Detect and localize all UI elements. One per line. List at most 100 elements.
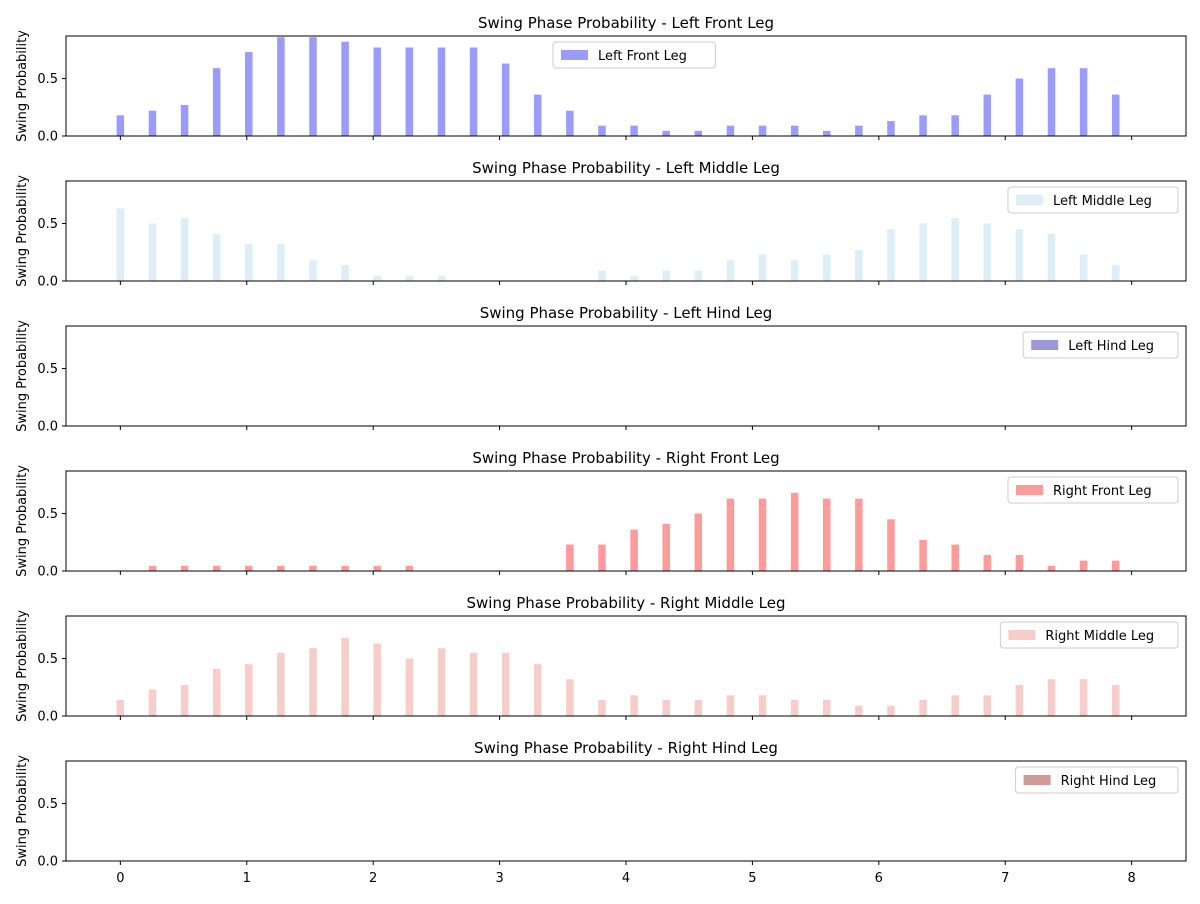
bar <box>373 275 381 281</box>
bar <box>309 37 317 136</box>
y-tick-label: 0.0 <box>37 130 58 145</box>
y-tick-label: 0.0 <box>37 710 58 725</box>
x-tick-label: 1 <box>243 871 251 886</box>
bar <box>822 130 831 136</box>
bar <box>822 498 831 571</box>
bar <box>373 47 381 137</box>
legend-swatch <box>1031 340 1059 350</box>
axes-frame <box>65 615 1187 717</box>
bar <box>1111 94 1120 136</box>
panel-title: Swing Phase Probability - Right Front Le… <box>472 449 779 467</box>
panel-title: Swing Phase Probability - Left Middle Le… <box>472 159 780 177</box>
legend-label: Left Front Leg <box>598 49 687 64</box>
x-tick-label: 4 <box>622 871 630 886</box>
bar <box>148 565 157 571</box>
bar <box>726 260 735 281</box>
chart-panel-1: Swing Phase Probability - Left Front Leg… <box>15 14 1187 145</box>
bar <box>598 544 606 571</box>
y-tick-label: 0.5 <box>37 507 58 522</box>
bar <box>887 519 895 571</box>
axes-frame <box>65 760 1187 862</box>
bar <box>1111 684 1120 716</box>
bar <box>1111 264 1120 281</box>
bar <box>534 664 542 716</box>
bar <box>180 684 189 716</box>
legend-box <box>1015 766 1179 794</box>
bar <box>1015 78 1024 136</box>
bar <box>662 523 670 571</box>
bar <box>1079 68 1088 136</box>
bar <box>758 695 767 716</box>
bar <box>437 648 446 716</box>
bar <box>822 699 831 716</box>
axes-frame <box>65 35 1187 137</box>
bar <box>309 260 317 281</box>
y-tick-label: 0.0 <box>37 420 58 435</box>
y-tick-label: 0.5 <box>37 797 58 812</box>
bar <box>694 130 703 136</box>
panel-title: Swing Phase Probability - Right Middle L… <box>467 594 786 612</box>
x-tick-label: 2 <box>369 871 377 886</box>
bar <box>437 47 446 137</box>
bar <box>855 125 863 136</box>
bar <box>919 539 927 571</box>
bar <box>630 275 638 281</box>
bar <box>245 244 253 281</box>
legend: Left Hind Leg <box>1022 331 1179 359</box>
panel-title: Swing Phase Probability - Right Hind Leg <box>474 739 778 757</box>
bar <box>212 68 221 136</box>
bar <box>534 94 542 136</box>
y-tick-label: 0.5 <box>37 217 58 232</box>
axes-frame <box>65 180 1187 282</box>
legend: Left Front Leg <box>552 41 716 69</box>
bar <box>277 652 285 716</box>
legend-box <box>1007 186 1179 214</box>
legend-label: Left Middle Leg <box>1053 194 1152 209</box>
bar <box>758 125 767 136</box>
bar <box>245 664 253 716</box>
bar <box>919 223 927 281</box>
bar <box>1015 554 1024 571</box>
bar <box>277 37 285 136</box>
bar <box>116 115 125 136</box>
axes-frame <box>65 470 1187 572</box>
chart-panel-5: Swing Phase Probability - Right Middle L… <box>15 594 1187 725</box>
bar <box>598 270 606 281</box>
y-tick-label: 0.5 <box>37 362 58 377</box>
bar <box>887 229 895 281</box>
bar <box>1015 684 1024 716</box>
legend-swatch <box>1008 630 1036 640</box>
axes-frame <box>65 325 1187 427</box>
bar <box>662 130 670 136</box>
bar <box>855 249 863 281</box>
bar <box>598 125 606 136</box>
bar <box>405 658 414 716</box>
bar <box>373 565 381 571</box>
bar <box>983 94 992 136</box>
bar <box>180 565 189 571</box>
x-tick-label: 7 <box>1001 871 1009 886</box>
legend-label: Right Middle Leg <box>1045 629 1154 644</box>
bar <box>758 254 767 281</box>
bar <box>855 498 863 571</box>
bar <box>277 565 285 571</box>
legend-label: Left Hind Leg <box>1068 339 1154 354</box>
bar <box>790 260 799 281</box>
bar <box>983 223 992 281</box>
y-axis-label: Swing Probability <box>15 610 30 722</box>
legend-swatch <box>1023 775 1051 785</box>
x-tick-label: 6 <box>875 871 883 886</box>
x-tick-label: 3 <box>495 871 503 886</box>
y-axis-label: Swing Probability <box>15 175 30 287</box>
legend-box <box>999 621 1179 649</box>
bar <box>116 699 125 716</box>
bar <box>341 565 349 571</box>
y-tick-label: 0.5 <box>37 72 58 87</box>
bar <box>662 270 670 281</box>
bar <box>1079 560 1088 571</box>
bar <box>148 110 157 136</box>
y-axis-label: Swing Probability <box>15 755 30 867</box>
bar <box>790 125 799 136</box>
